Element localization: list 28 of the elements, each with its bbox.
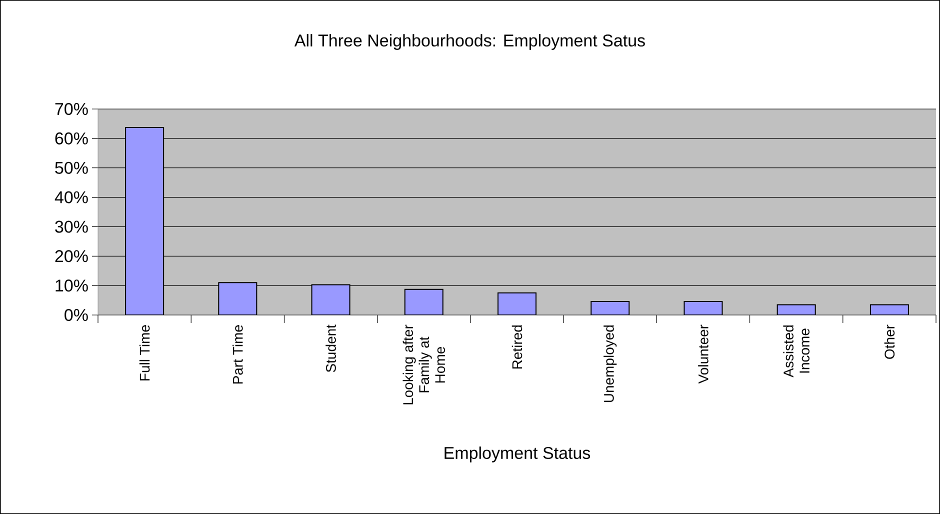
- x-tick-label: Student: [326, 324, 336, 372]
- y-tick-label: 30%: [55, 220, 88, 233]
- bar: [218, 282, 258, 315]
- y-tick-label: 10%: [56, 280, 88, 292]
- x-axis-title: Employment Status: [444, 446, 590, 462]
- chart-title: All Three Neighbourhoods: Employment Satus: [294, 34, 645, 50]
- y-tick-label: 60%: [55, 132, 88, 144]
- bar: [498, 292, 537, 315]
- x-tick-label: Retired: [512, 325, 522, 368]
- x-tick-label: Looking after Family at Home: [402, 324, 446, 404]
- x-tick-label: Part Time: [232, 325, 243, 384]
- y-tick-label: 40%: [54, 191, 88, 204]
- bar: [404, 288, 444, 315]
- bar: [777, 304, 816, 315]
- bar: [311, 284, 350, 315]
- x-tick-label: Unemployed: [604, 325, 617, 402]
- bar: [684, 301, 722, 315]
- bar: [125, 127, 164, 315]
- y-tick-label: 70%: [55, 102, 88, 116]
- y-tick-label: 50%: [55, 162, 88, 174]
- y-tick-label: 0%: [64, 308, 88, 322]
- y-tick-label: 20%: [55, 250, 88, 262]
- x-tick-label: Full Time: [139, 325, 150, 380]
- bar: [591, 301, 630, 315]
- x-tick-label: Volunteer: [698, 324, 708, 384]
- x-tick-label: Other: [884, 324, 895, 359]
- bar: [870, 304, 909, 315]
- x-tick-label: Assisted Income: [783, 325, 810, 378]
